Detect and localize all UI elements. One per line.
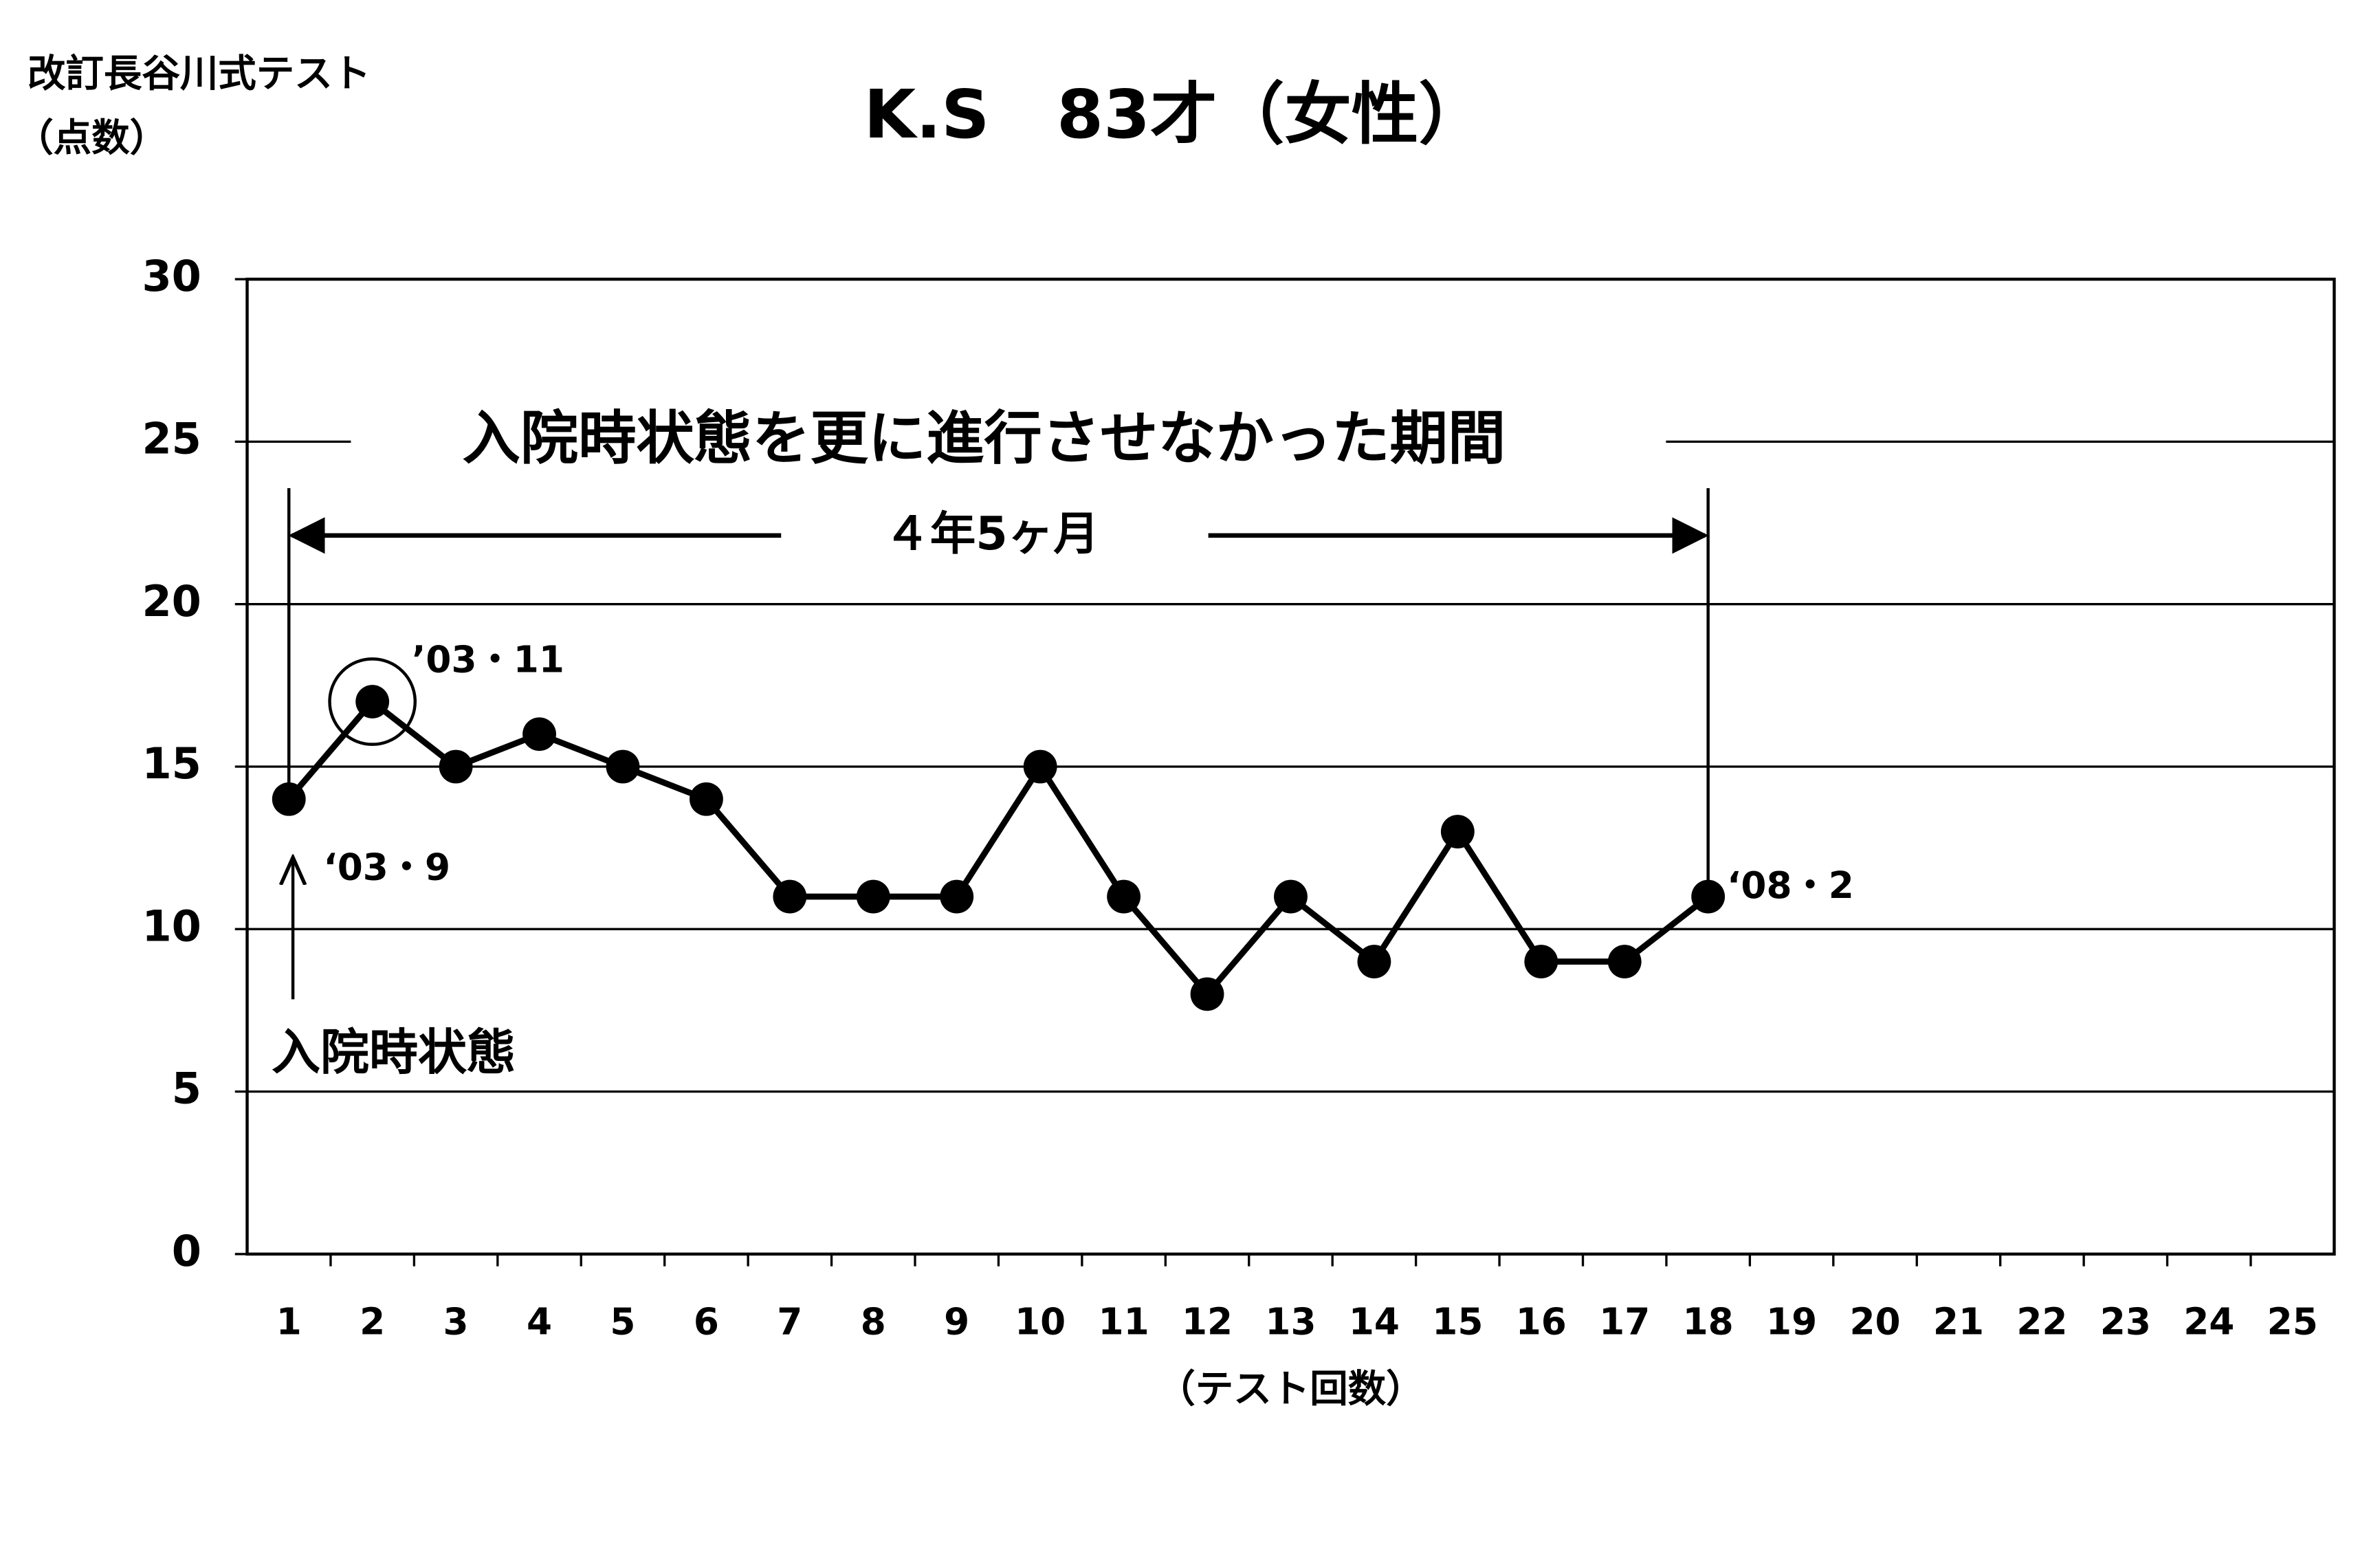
data-point: [1357, 945, 1391, 979]
annotation: ４年5ヶ月: [884, 507, 1099, 560]
x-axis-label: （テスト回数）: [1157, 1368, 1424, 1412]
data-point: [690, 782, 723, 816]
x-tick-label: 5: [610, 1301, 635, 1343]
y-tick-label: 5: [172, 1064, 201, 1114]
x-tick-label: 12: [1182, 1301, 1233, 1343]
x-tick-label: 3: [443, 1301, 469, 1343]
data-point: [272, 782, 306, 816]
y-tick-label: 30: [142, 251, 201, 301]
data-point: [1274, 879, 1308, 914]
x-tick-label: 7: [777, 1301, 802, 1343]
x-tick-label: 16: [1516, 1301, 1567, 1343]
y-tick-label: 10: [142, 901, 201, 951]
data-point: [439, 749, 473, 784]
data-point: [940, 879, 974, 914]
annotation: 入院時状態: [272, 1024, 516, 1081]
x-tick-label: 13: [1265, 1301, 1316, 1343]
data-point: [522, 717, 556, 751]
data-point: [1607, 945, 1642, 979]
y-tick-label: 20: [142, 576, 201, 626]
x-tick-label: 11: [1099, 1301, 1149, 1343]
annotation: 入院時状態を更に進行させなかった期間: [463, 404, 1506, 472]
x-tick-label: 18: [1683, 1301, 1734, 1343]
data-point: [773, 879, 807, 914]
chart-title: K.S 83才（女性）: [863, 76, 1486, 154]
x-tick-label: 25: [2267, 1301, 2318, 1343]
data-point: [606, 749, 640, 784]
y-axis-label: 改訂長谷川式テスト: [27, 52, 371, 96]
x-tick-label: 19: [1766, 1301, 1817, 1343]
x-tick-label: 2: [360, 1301, 385, 1343]
data-point: [1524, 945, 1558, 979]
x-tick-label: 22: [2016, 1301, 2067, 1343]
annotation: ’03・11: [412, 639, 564, 681]
data-point: [355, 685, 390, 718]
plot-frame: [245, 277, 2336, 1256]
y-tick-label: 15: [142, 738, 201, 789]
label-bg: [351, 399, 1666, 479]
y-axis-label: （点数）: [15, 116, 168, 160]
x-tick-label: 21: [1933, 1301, 1984, 1343]
x-tick-label: 14: [1349, 1301, 1400, 1343]
x-tick-label: 6: [694, 1301, 719, 1343]
data-point: [1691, 879, 1726, 914]
annotation: ‘03・9: [323, 846, 450, 888]
x-tick-label: 23: [2100, 1301, 2151, 1343]
x-tick-label: 4: [527, 1301, 552, 1343]
x-tick-label: 17: [1599, 1301, 1650, 1343]
data-point: [1440, 815, 1475, 848]
annotation: ‘08・2: [1727, 864, 1854, 907]
x-tick-label: 10: [1015, 1301, 1066, 1343]
x-tick-label: 1: [276, 1301, 302, 1343]
x-tick-label: 8: [861, 1301, 886, 1343]
y-tick-label: 0: [172, 1226, 201, 1276]
data-point: [1023, 749, 1057, 784]
data-line: [286, 697, 1710, 999]
x-tick-label: 15: [1432, 1301, 1483, 1343]
x-tick-label: 24: [2183, 1301, 2234, 1343]
x-tick-label: 20: [1849, 1301, 1900, 1343]
data-point: [1190, 977, 1224, 1011]
y-tick-label: 25: [142, 413, 201, 463]
highlight-ring: [328, 657, 417, 746]
data-point: [856, 879, 890, 914]
data-point: [1107, 879, 1141, 914]
x-tick-label: 9: [944, 1301, 969, 1343]
